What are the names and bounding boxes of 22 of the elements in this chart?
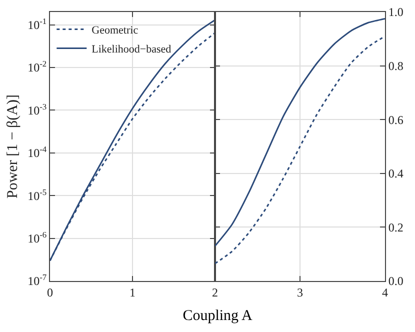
legend-label: Geometric (92, 24, 138, 36)
x-tick-label: 2 (212, 285, 218, 300)
y-axis-title: Power [1 − β(A)] (4, 94, 21, 198)
y-tick-label: 10$^{-5}$ (28, 188, 47, 203)
y-tick-label: 1.0 (388, 5, 404, 20)
y-tick-label: 10$^{-3}$ (28, 102, 47, 118)
y-tick-label: 10$^{-6}$ (28, 230, 47, 246)
y-tick-label: 0.2 (388, 220, 404, 234)
legend-label: Likelihood−based (92, 43, 172, 56)
x-tick-label: 3 (297, 285, 303, 300)
x-tick-label: 0 (47, 285, 53, 300)
y-tick-label: 10$^{-1}$ (28, 17, 47, 32)
y-tick-label: 0.8 (388, 59, 404, 73)
y-tick-label: 10$^{-4}$ (28, 145, 48, 160)
x-axis-title: Coupling A (182, 308, 254, 325)
x-tick-label: 1 (130, 285, 136, 300)
y-tick-label: 10$^{-7}$ (28, 273, 47, 288)
y-tick-label: 10$^{-2}$ (28, 60, 47, 75)
y-tick-label: 0.0 (388, 274, 404, 288)
y-tick-label: 0.4 (388, 166, 404, 181)
x-tick-label: 4 (382, 285, 388, 300)
y-tick-label: 0.6 (388, 112, 404, 127)
